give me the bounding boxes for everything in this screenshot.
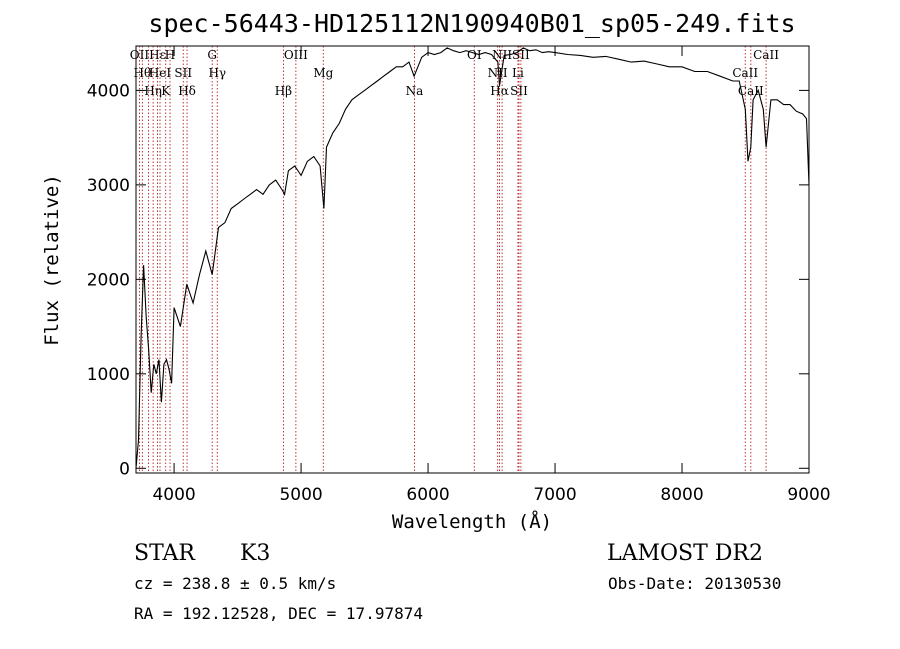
y-axis-label: Flux (relative) [41, 174, 63, 346]
spectral-line-label: CaII [753, 48, 779, 62]
spectral-line-label: OI [467, 48, 482, 62]
spectral-line-label: Hα [490, 84, 509, 98]
x-axis-ticks: 4000 5000 6000 7000 8000 9000 [152, 46, 831, 505]
x-tick-label: 7000 [533, 485, 576, 505]
spectral-line-label: NII [492, 48, 512, 62]
y-tick-label: 3000 [87, 176, 130, 196]
object-subclass: K3 [240, 541, 270, 566]
spectral-line-label: CaII [732, 66, 758, 80]
spectral-line-markers [138, 46, 767, 473]
spectral-line-label: OIII [284, 48, 308, 62]
coordinates: RA = 192.12528, DEC = 17.97874 [134, 604, 423, 623]
spectral-line-label: SII [512, 48, 530, 62]
spectral-line-label: H [165, 48, 175, 62]
y-tick-label: 1000 [87, 365, 130, 385]
spectral-line-label: NII [488, 66, 508, 80]
spectral-line-label: Mg [313, 66, 333, 80]
spectral-line-label: Hε [149, 48, 166, 62]
x-axis-label: Wavelength (Å) [392, 510, 552, 533]
x-tick-label: 9000 [787, 485, 830, 505]
object-class: STAR [134, 541, 196, 566]
spectral-line-label: G [207, 48, 217, 62]
spectral-line-label: Na [406, 84, 424, 98]
redshift-velocity: cz = 238.8 ± 0.5 km/s [134, 574, 336, 593]
spectral-line-label: Hβ [275, 84, 292, 98]
spectral-line-label: SII [510, 84, 528, 98]
spectral-line-label: SII [174, 66, 192, 80]
x-tick-label: 8000 [660, 485, 703, 505]
spectral-line-label: Li [512, 66, 524, 80]
spectral-line-label: K [161, 84, 171, 98]
spectral-line-label: Hθ [133, 66, 151, 80]
y-axis-ticks: 0 1000 2000 3000 4000 [87, 81, 809, 479]
y-tick-label: 2000 [87, 270, 130, 290]
x-tick-label: 4000 [152, 485, 195, 505]
spectral-line-label: Hδ [178, 84, 196, 98]
spectral-line-label: OII [130, 48, 150, 62]
spectral-line-label: Hη [144, 84, 162, 98]
x-tick-label: 6000 [406, 485, 449, 505]
spectral-line-label: Hγ [208, 66, 226, 80]
spectrum-line [135, 47, 810, 469]
y-tick-label: 4000 [87, 81, 130, 101]
y-tick-label: 0 [119, 459, 130, 479]
plot-frame [135, 45, 810, 474]
spectral-line-label: CaII [738, 84, 764, 98]
survey-name: LAMOST DR2 [607, 541, 763, 566]
x-tick-label: 5000 [279, 485, 322, 505]
observation-date: Obs-Date: 20130530 [608, 574, 781, 593]
spectral-line-label: HeI [149, 66, 172, 80]
chart-title: spec-56443-HD125112N190940B01_sp05-249.f… [148, 9, 795, 38]
